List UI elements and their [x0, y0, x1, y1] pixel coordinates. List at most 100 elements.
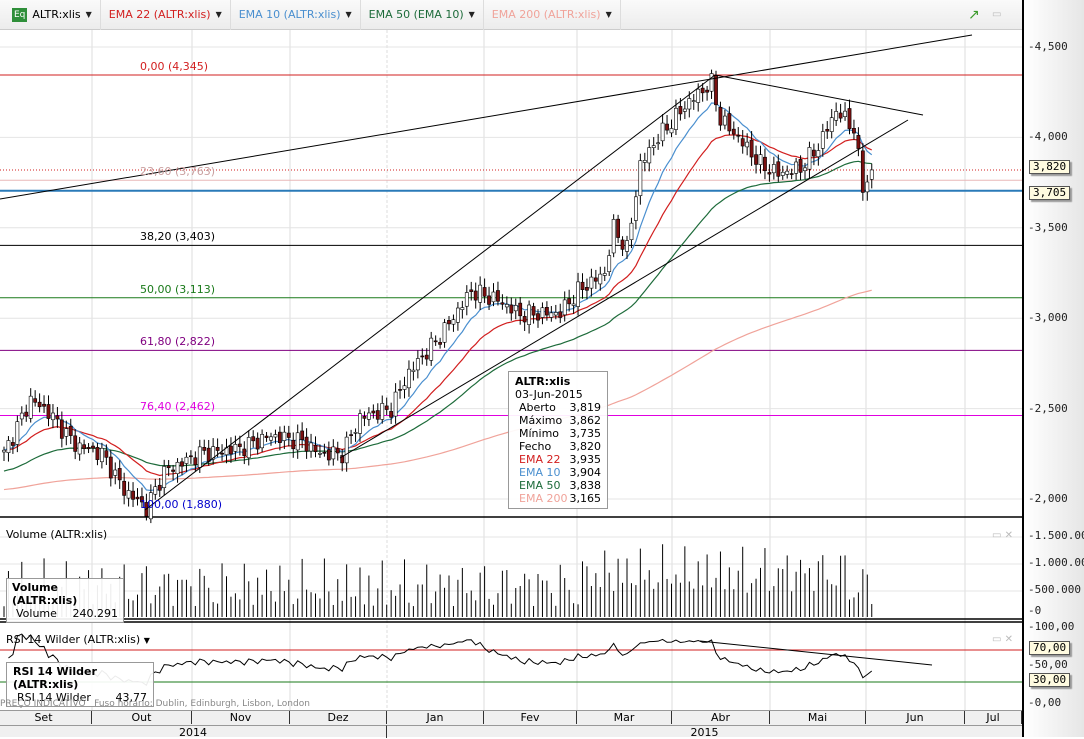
candle-body [237, 443, 242, 447]
candle-body [674, 107, 678, 130]
candle-body [171, 469, 176, 472]
dropdown-arrow-icon[interactable]: ▼ [85, 10, 92, 19]
rsi-title-text: RSI 14 Wilder (ALTR:xlis) [6, 633, 141, 646]
candle [740, 130, 745, 154]
candle [157, 477, 162, 498]
candle [24, 404, 29, 422]
candle [117, 460, 122, 489]
candle [691, 94, 696, 110]
candle [633, 190, 638, 230]
candle-body [767, 172, 772, 175]
candle [371, 404, 376, 419]
candle [580, 273, 585, 299]
candle [126, 481, 131, 507]
candle [140, 487, 144, 508]
volume-info-box: Volume (ALTR:xlis) Volume 240.291 [6, 578, 124, 623]
candle-body [678, 106, 683, 115]
month-label: Out [92, 711, 192, 724]
year-label: 2015 [387, 725, 1022, 739]
candle [420, 348, 425, 365]
candle-body [393, 391, 398, 417]
candle-body [820, 131, 825, 149]
candle-body [571, 303, 576, 306]
tooltip-key: EMA 22 [519, 453, 561, 466]
volume-value: 240.291 [72, 607, 119, 620]
ema200-legend[interactable]: EMA 200 (ALTR:xlis) ▼ [484, 0, 621, 30]
candle-body [375, 410, 380, 420]
candle-body [780, 171, 785, 176]
dropdown-arrow-icon[interactable]: ▼ [468, 10, 475, 19]
ema22-legend[interactable]: EMA 22 (ALTR:xlis) ▼ [101, 0, 231, 30]
candle-body [509, 304, 514, 314]
candle [362, 411, 367, 427]
candle-body [847, 108, 852, 130]
ema10-legend[interactable]: EMA 10 (ALTR:xlis) ▼ [231, 0, 361, 30]
maximize-icon[interactable]: ▭ [992, 9, 1002, 20]
candle [536, 309, 540, 328]
candle [771, 156, 776, 180]
trend-icon[interactable]: ↗ [968, 7, 980, 23]
candle-body [469, 289, 474, 292]
candle-body [829, 117, 834, 132]
price-axis[interactable]: -4,500 -4,000 -3,500 -3,000 -2,500 -2,000 3,82… [1022, 0, 1084, 737]
legend-label: EMA 50 (EMA 10) [368, 8, 464, 21]
dropdown-arrow-icon[interactable]: ▼ [143, 636, 150, 645]
rsi-value: 43,77 [115, 691, 148, 704]
dropdown-arrow-icon[interactable]: ▼ [215, 10, 222, 19]
candle [749, 131, 754, 166]
tooltip-value: 3,165 [569, 492, 602, 505]
toolbar: Eq ALTR:xlis ▼ EMA 22 (ALTR:xlis) ▼ EMA 10 … [0, 0, 1022, 30]
candle-body [544, 307, 549, 316]
candle-body [309, 442, 313, 452]
candle [264, 432, 269, 442]
candle-body [335, 448, 340, 454]
candle [95, 442, 100, 466]
candle [326, 441, 331, 466]
symbol-legend[interactable]: Eq ALTR:xlis ▼ [4, 0, 101, 30]
candle-body [522, 316, 527, 323]
fibonacci-label: 61,80 (2,822) [140, 335, 216, 349]
candle [593, 269, 598, 289]
candle-body [68, 425, 73, 436]
candle [171, 464, 176, 481]
candle [220, 444, 224, 462]
candle [674, 99, 678, 136]
candle-body [415, 358, 420, 371]
candle [473, 282, 478, 309]
volume-tick: -500.000 [1028, 583, 1081, 596]
candle [651, 137, 656, 156]
candle-body [291, 439, 296, 450]
candle-body [73, 435, 78, 452]
dropdown-arrow-icon[interactable]: ▼ [605, 10, 612, 19]
tooltip-row: Fecho 3,820 [515, 440, 601, 453]
tooltip-key: Aberto [519, 401, 556, 414]
ema50-legend[interactable]: EMA 50 (EMA 10) ▼ [361, 0, 484, 30]
candle-body [696, 88, 701, 103]
candle-body [117, 468, 122, 481]
candle-body [638, 160, 643, 196]
rsi-panel-title[interactable]: RSI 14 Wilder (ALTR:xlis) ▼ [6, 633, 150, 646]
rsi-box-title: RSI 14 Wilder (ALTR:xlis) [13, 665, 97, 691]
candle-body [513, 305, 518, 312]
candle [358, 409, 362, 442]
candle-body [794, 161, 799, 174]
panel-maximize-icon[interactable]: ▭ ✕ [992, 530, 1014, 541]
tooltip-row: EMA 50 3,838 [515, 479, 601, 492]
rsi-label: RSI 14 Wilder [17, 691, 91, 704]
candle-body [255, 437, 260, 450]
panel-maximize-icon[interactable]: ▭ ✕ [992, 634, 1014, 645]
candle [224, 438, 229, 464]
chart-canvas[interactable] [0, 0, 1022, 710]
candle-body [211, 446, 216, 460]
candle-body [304, 436, 309, 452]
candle [522, 311, 527, 332]
candle-body [749, 139, 754, 158]
fibonacci-label: 0,00 (4,345) [140, 60, 209, 74]
candle [73, 429, 78, 460]
rsi-tick: -0,00 [1028, 696, 1062, 709]
candle [304, 428, 309, 459]
candle [237, 435, 242, 456]
dropdown-arrow-icon[interactable]: ▼ [345, 10, 352, 19]
tooltip-key: EMA 10 [519, 466, 561, 479]
candle [384, 397, 389, 416]
